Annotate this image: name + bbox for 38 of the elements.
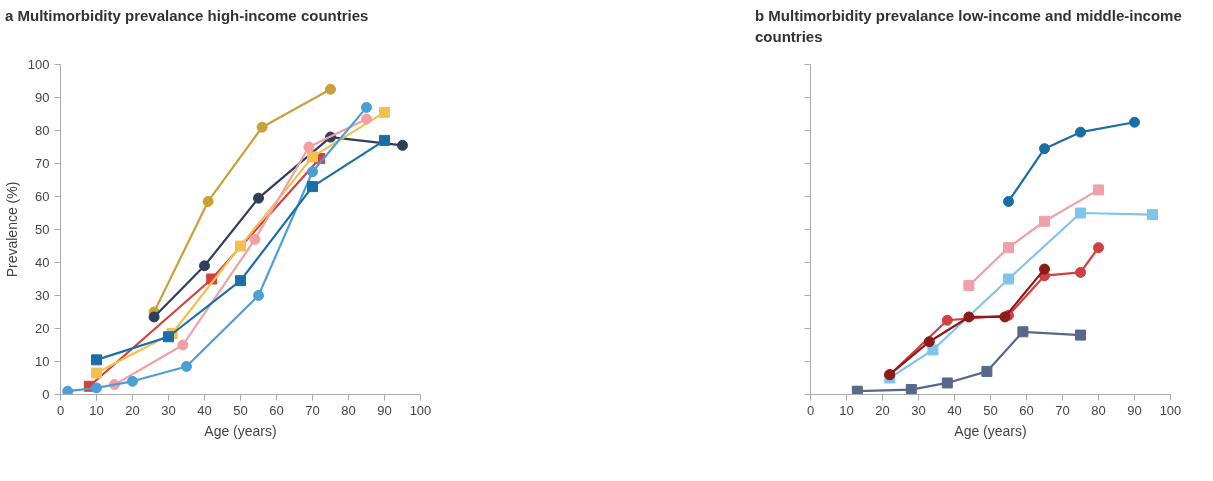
x-tick-label: 10: [89, 402, 104, 418]
y-tick-label: 60: [35, 189, 50, 204]
y-tick-label: 40: [35, 255, 50, 270]
x-tick-label: 60: [1019, 402, 1034, 418]
y-tick-label: 10: [35, 354, 50, 369]
y-tick-label: 30: [35, 288, 50, 303]
x-tick-label: 30: [161, 402, 176, 418]
x-tick-label: 10: [839, 402, 854, 418]
y-tick-label: 70: [35, 156, 50, 171]
x-tick-label: 20: [875, 402, 890, 418]
x-axis-title: Age (years): [954, 422, 1027, 439]
x-tick-label: 40: [197, 402, 212, 418]
x-tick-label: 80: [341, 402, 356, 418]
x-tick-label: 20: [125, 402, 140, 418]
x-tick-label: 90: [1127, 402, 1142, 418]
x-tick-label: 50: [983, 402, 998, 418]
y-tick-label: 0: [42, 387, 50, 402]
x-tick-label: 70: [305, 402, 320, 418]
chart-title: a Multimorbidity prevalance high-income countries: [5, 6, 369, 26]
x-tick-label: 80: [1091, 402, 1106, 418]
x-tick-label: 100: [409, 402, 432, 418]
x-tick-label: 60: [269, 402, 284, 418]
y-tick-label: 20: [35, 321, 50, 336]
x-tick-label: 0: [56, 402, 65, 418]
y-tick-label: 90: [35, 90, 50, 105]
y-tick-label: 100: [27, 57, 50, 72]
y-tick-label: 80: [35, 123, 50, 138]
x-tick-label: 90: [377, 402, 392, 418]
y-tick-label: 50: [35, 222, 50, 237]
chart-title: b Multimorbidity prevalance low-income and middle-income countries: [755, 6, 1183, 48]
x-axis-title: Age (years): [204, 422, 277, 439]
x-tick-label: 40: [947, 402, 962, 418]
x-tick-label: 30: [911, 402, 926, 418]
x-tick-label: 50: [233, 402, 248, 418]
x-tick-label: 70: [1055, 402, 1070, 418]
x-tick-label: 100: [1159, 402, 1182, 418]
y-axis-title: Prevalence (%): [3, 181, 20, 278]
x-tick-label: 0: [806, 402, 815, 418]
